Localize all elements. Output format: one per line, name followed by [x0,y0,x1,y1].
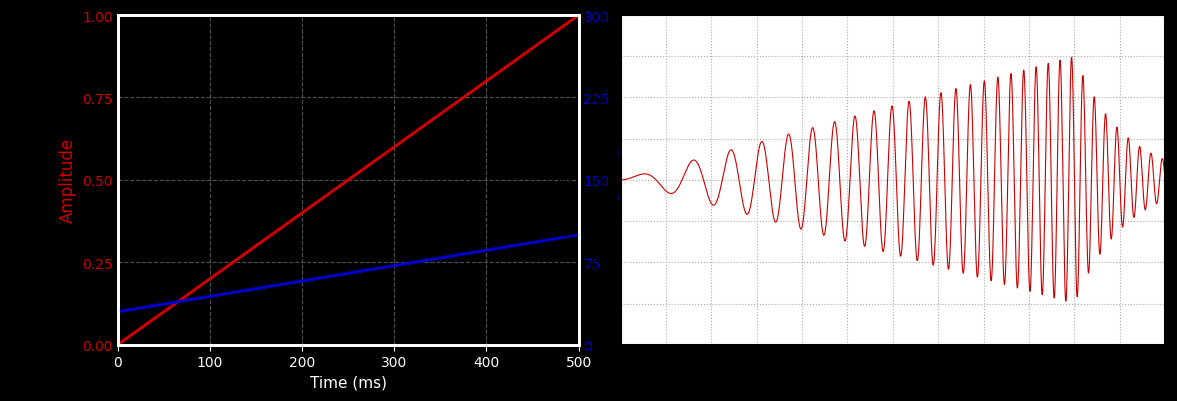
X-axis label: Time (ms): Time (ms) [855,375,931,390]
Y-axis label: Amplitude: Amplitude [59,138,77,223]
X-axis label: Time (ms): Time (ms) [310,375,387,390]
Y-axis label: Acceleration (g): Acceleration (g) [558,115,577,246]
Y-axis label: Frequency (Hz): Frequency (Hz) [617,118,634,243]
